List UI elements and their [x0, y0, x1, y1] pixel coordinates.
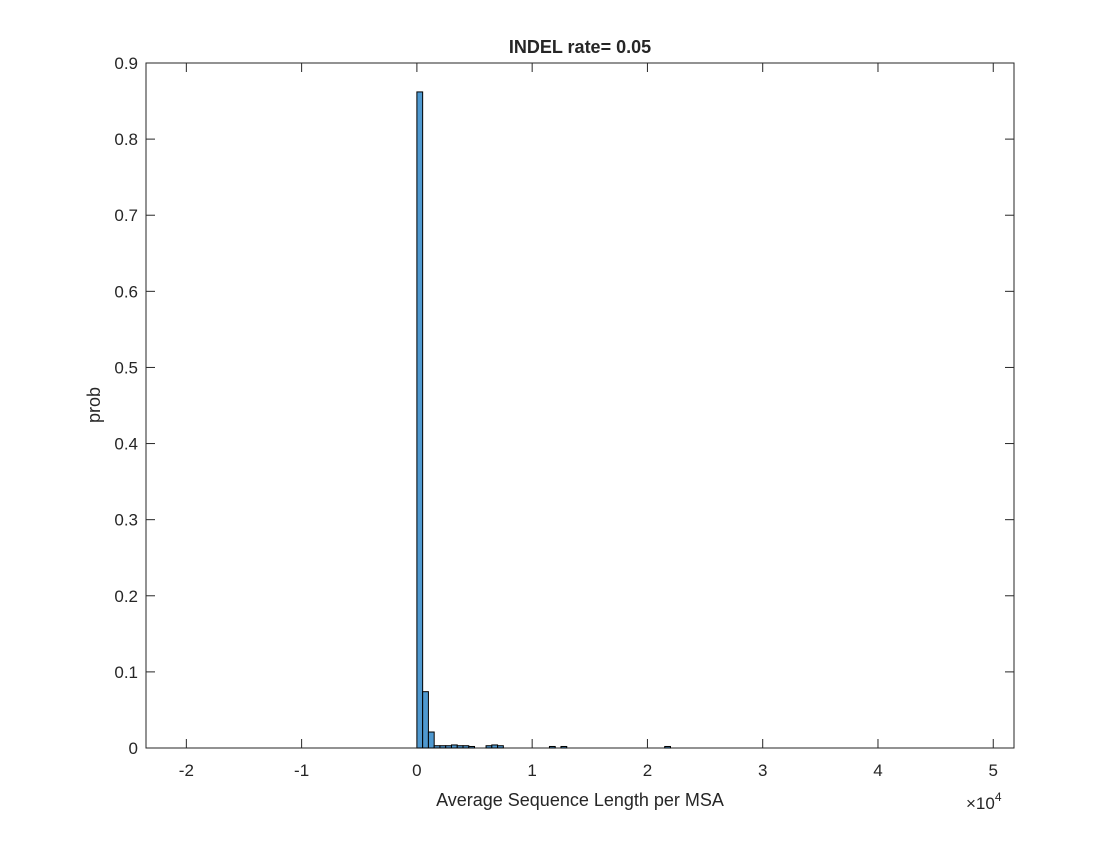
histogram-bar — [422, 691, 429, 749]
x-exponent-label: ×104 — [966, 790, 1002, 813]
histogram-bar — [416, 91, 424, 749]
x-tick-label: 4 — [873, 761, 882, 780]
y-axis: 0 0.1 0.2 0.3 0.4 0.5 0.6 0.7 0.8 0.9 — [114, 54, 1014, 758]
histogram-bar — [560, 745, 568, 749]
y-tick-label: 0.1 — [114, 663, 138, 682]
x-tick-label: 0 — [412, 761, 421, 780]
chart-title: INDEL rate= 0.05 — [509, 37, 651, 57]
y-tick-label: 0.7 — [114, 206, 138, 225]
x-tick-label: 5 — [989, 761, 998, 780]
histogram-bar — [445, 745, 452, 749]
plot-area — [145, 62, 1015, 749]
y-tick-label: 0.4 — [114, 435, 138, 454]
bars-layer — [416, 91, 671, 749]
histogram-bar — [497, 745, 504, 749]
y-tick-label: 0 — [129, 739, 138, 758]
histogram-bar — [664, 745, 671, 749]
x-exponent-power: 4 — [995, 790, 1002, 804]
histogram-bar — [485, 745, 493, 749]
y-tick-label: 0.6 — [114, 282, 138, 301]
histogram-bar — [439, 745, 447, 749]
histogram-bar — [548, 745, 556, 749]
y-tick-label: 0.3 — [114, 511, 138, 530]
y-tick-label: 0.9 — [114, 54, 138, 73]
x-tick-label: 1 — [527, 761, 536, 780]
x-tick-label: -1 — [294, 761, 309, 780]
x-tick-label: -2 — [179, 761, 194, 780]
x-axis-label: Average Sequence Length per MSA — [436, 790, 724, 810]
histogram-bar — [491, 744, 499, 749]
y-tick-label: 0.5 — [114, 358, 138, 377]
histogram-bar — [433, 745, 441, 749]
y-axis-label: prob — [84, 387, 104, 423]
x-exponent-base: ×10 — [966, 794, 995, 813]
histogram-bar — [468, 745, 476, 749]
histogram-bar — [427, 731, 435, 749]
x-tick-label: 3 — [758, 761, 767, 780]
histogram-bar — [456, 745, 464, 749]
histogram-bar — [450, 744, 458, 749]
histogram-bar — [462, 745, 470, 749]
y-tick-label: 0.2 — [114, 587, 138, 606]
x-axis: -2 -1 0 1 2 3 4 5 — [179, 63, 998, 780]
y-tick-label: 0.8 — [114, 130, 138, 149]
x-tick-label: 2 — [643, 761, 652, 780]
